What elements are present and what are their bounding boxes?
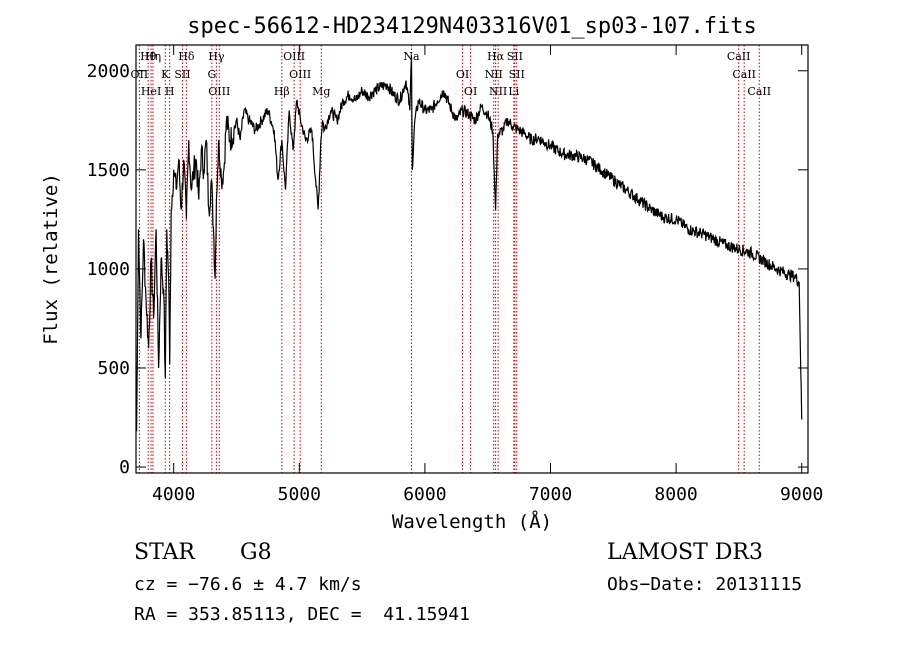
y-tick-label-2: 1000: [87, 259, 130, 280]
plot-frame: [135, 44, 809, 474]
survey-name: LAMOST DR3: [607, 540, 763, 565]
y-tick-label-0: 0: [119, 457, 130, 478]
line-label-6: Hδ: [178, 50, 195, 63]
line-label-7: SII: [174, 68, 190, 81]
chart-title: spec-56612-HD234129N403316V01_sp03-107.f…: [187, 14, 757, 39]
object-subclass: G8: [240, 540, 272, 565]
line-label-5: H: [165, 85, 175, 98]
line-label-11: Hβ: [274, 85, 290, 98]
line-label-20: NII: [489, 85, 507, 98]
line-label-1: OII: [131, 68, 149, 81]
redshift-info: cz = −76.6 ± 4.7 km/s: [134, 574, 362, 595]
y-axis-ticks: 0 500 1000 1500 2000: [87, 61, 808, 478]
x-tick-label-2: 6000: [403, 484, 446, 505]
x-axis-label: Wavelength (Å): [392, 510, 552, 533]
y-tick-label-4: 2000: [87, 61, 130, 82]
line-label-0: Hθ: [140, 50, 157, 63]
line-label-12: OIII: [283, 50, 305, 63]
line-label-8: OIII: [208, 85, 230, 98]
x-tick-label-5: 9000: [780, 484, 823, 505]
line-label-22: SII: [509, 68, 525, 81]
line-label-2: HeI: [141, 85, 161, 98]
line-label-26: CaII: [747, 85, 771, 98]
line-label-18: Hα: [487, 50, 505, 63]
object-class: STAR: [134, 540, 195, 565]
x-tick-label-4: 8000: [654, 484, 697, 505]
y-axis-label: Flux (relative): [40, 173, 62, 345]
line-label-4: K: [161, 68, 170, 81]
x-tick-label-3: 7000: [529, 484, 572, 505]
x-tick-label-0: 4000: [152, 484, 195, 505]
line-label-16: OI: [456, 68, 469, 81]
line-label-23: Li: [508, 85, 519, 98]
line-label-3: Hη: [145, 50, 161, 63]
line-label-13: OIII: [289, 68, 311, 81]
line-label-17: OI: [464, 85, 477, 98]
line-markers: [138, 45, 760, 473]
line-label-14: Mg: [312, 85, 330, 98]
y-tick-label-1: 500: [97, 358, 130, 379]
line-label-21: SII: [507, 50, 523, 63]
line-label-9: Hγ: [208, 50, 225, 63]
line-label-10: G: [207, 68, 216, 81]
line-label-25: CaII: [732, 68, 756, 81]
x-axis-ticks: 4000 5000 6000 7000 8000 9000: [152, 45, 823, 505]
line-labels: HθOIIHeIHηKHHδSIIOIIIHγGHβOIIIOIIIMgNaOI…: [131, 50, 772, 98]
coordinates: RA = 353.85113, DEC = 41.15941: [134, 604, 470, 625]
x-tick-label-1: 5000: [278, 484, 321, 505]
line-label-24: CaII: [727, 50, 751, 63]
y-tick-label-3: 1500: [87, 160, 130, 181]
line-label-19: NII: [485, 68, 503, 81]
obs-date: Obs−Date: 20131115: [607, 574, 803, 595]
spectrum-line: [136, 54, 803, 432]
